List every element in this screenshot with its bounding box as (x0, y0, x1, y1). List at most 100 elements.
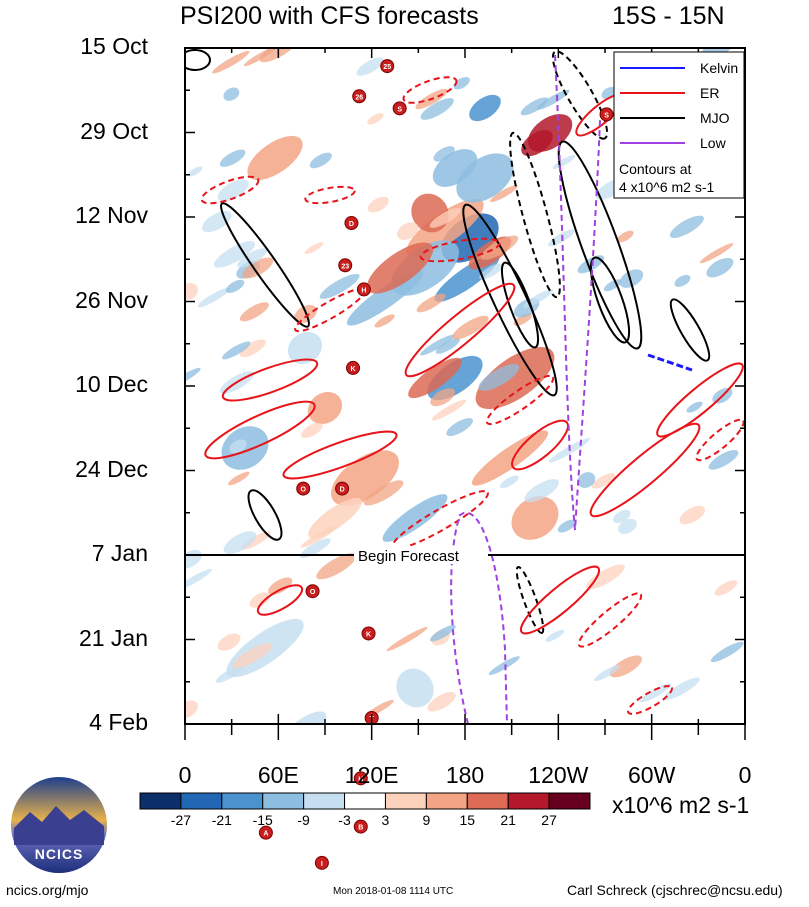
shading-streak (545, 629, 565, 642)
shading-streak (613, 509, 631, 524)
filtered-contours (185, 49, 745, 724)
mjo-contour (462, 203, 558, 397)
kelvin-contour (647, 353, 693, 372)
y-tick-label: 10 Dec (75, 371, 148, 397)
storm-marker: 26 (352, 89, 367, 104)
shading-streak (223, 531, 257, 554)
mjo-contour (220, 202, 310, 328)
mjo-contour (589, 256, 631, 344)
shading-streak (616, 230, 634, 243)
legend-note: 4 x10^6 m2 s-1 (619, 179, 714, 195)
shading-streak (309, 152, 332, 169)
shading-streak (420, 98, 454, 120)
storm-label: O (300, 487, 306, 494)
shading-streak (213, 241, 256, 268)
shading-blob (408, 357, 462, 399)
mjo-contour (515, 566, 545, 634)
legend-note: Contours at (619, 161, 691, 177)
shading-streak (557, 519, 576, 533)
shading-streak (217, 633, 241, 651)
storm-symbol-icon (380, 59, 395, 74)
storm-symbol-icon (338, 258, 353, 273)
ncics-logo (11, 777, 107, 873)
er-contour (402, 76, 458, 104)
shading-streak (714, 580, 738, 596)
shading-blob (511, 496, 559, 540)
shading-blob (469, 94, 501, 122)
storm-marker: K (346, 360, 360, 375)
shading-blob (471, 430, 549, 486)
colorbar-swatch (344, 792, 386, 810)
colorbar-tick-label: -21 (211, 812, 232, 828)
chart-region: 15S - 15N (612, 2, 725, 30)
shading-streak (268, 577, 293, 595)
shading-streak (594, 664, 621, 682)
colorbar-units: x10^6 m2 s-1 (612, 792, 750, 818)
shading-streak (663, 677, 700, 701)
shading-streak (490, 185, 518, 203)
storm-markers: 26S25D23HKODOKTHBAIS (258, 59, 614, 870)
shading-streak (367, 113, 384, 125)
shading-streak (219, 149, 246, 167)
y-tick-label: 21 Jan (78, 624, 148, 651)
shading-blob (382, 494, 448, 542)
mjo-contour (185, 49, 211, 71)
storm-marker: K (361, 626, 376, 641)
shading-blob (247, 135, 303, 181)
shading-streak (429, 207, 462, 228)
storm-marker: S (599, 107, 614, 122)
legend-box (613, 51, 745, 199)
storm-marker: I (314, 855, 329, 870)
shading-blob (475, 346, 555, 410)
shading-streak (480, 235, 519, 260)
shading-blob (427, 355, 483, 401)
legend-entry: MJO (700, 110, 730, 126)
shading-streak (386, 626, 428, 652)
shading-streak (435, 338, 460, 354)
shading-streak (239, 302, 269, 322)
y-tick-label: 7 Jan (91, 540, 148, 566)
legend-entry: ER (700, 85, 719, 101)
colorbar-swatch (180, 792, 223, 810)
shading-streak (249, 592, 271, 608)
shading-streak (452, 315, 489, 340)
footer-author: Carl Schreck (cjschrec@ncsu.edu) (567, 882, 783, 898)
logo-text: NCICS (34, 846, 84, 862)
storm-symbol-icon (361, 626, 376, 641)
storm-marker: A (258, 825, 273, 840)
shading-blob (287, 331, 323, 365)
storm-label: S (397, 106, 402, 113)
colorbar-tick-label: -15 (252, 812, 273, 828)
storm-marker: S (392, 101, 407, 116)
shading-streak (229, 439, 247, 454)
storm-label: K (350, 366, 355, 373)
storm-label: I (321, 861, 323, 868)
shading-streak (212, 50, 250, 74)
shading-streak (520, 97, 549, 116)
shading-streak (221, 341, 251, 360)
storm-label: 26 (355, 94, 363, 101)
storm-symbol-icon (335, 481, 350, 496)
shading-streak (227, 471, 250, 486)
colorbar-swatch (139, 792, 182, 810)
er-contour (485, 374, 555, 426)
anomaly-shading (185, 48, 744, 724)
legend-entry: Kelvin (700, 60, 738, 76)
y-tick-label: 15 Oct (80, 33, 148, 59)
shading-streak (225, 279, 245, 293)
plot-axes: Begin Forecast (184, 47, 746, 740)
shading-streak (699, 243, 734, 264)
shading-streak (301, 422, 323, 438)
colorbar (139, 792, 591, 810)
er-contour (511, 419, 569, 471)
shading-streak (397, 222, 419, 240)
shading-streak (374, 314, 395, 328)
colorbar-swatch (262, 792, 305, 810)
er-contour (519, 565, 601, 635)
shading-streak (430, 388, 455, 407)
storm-marker: 25 (380, 59, 395, 74)
storm-symbol-icon (314, 855, 329, 870)
shading-streak (363, 480, 404, 506)
storm-marker: O (296, 481, 311, 496)
